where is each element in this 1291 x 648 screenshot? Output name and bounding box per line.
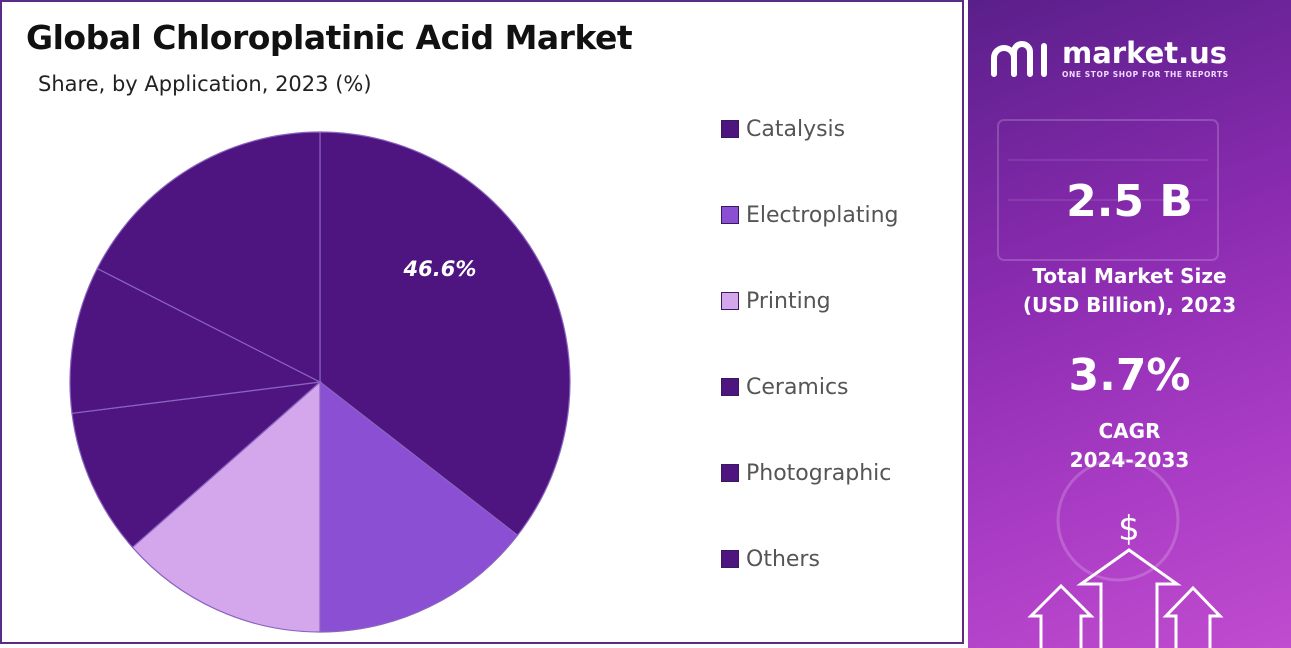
pie-slice-others [96, 131, 321, 383]
legend-swatch [721, 378, 739, 396]
cagr-label: CAGR 2024-2033 [968, 417, 1291, 475]
cagr-label-line1: CAGR [1098, 419, 1161, 443]
pie-slice-electroplating [319, 380, 519, 633]
legend-label: Others [746, 546, 820, 572]
data-label-catalysis: 46.6% [403, 257, 477, 281]
cagr-label-line2: 2024-2033 [1069, 448, 1190, 472]
summary-panel: market.us ONE STOP SHOP FOR THE REPORTS … [968, 0, 1291, 648]
pie-chart: 46.6% [69, 131, 571, 633]
market-size-label-line2: (USD Billion), 2023 [1022, 293, 1237, 317]
growth-arrows-icon: $ [1027, 509, 1224, 648]
market-size-label: Total Market Size (USD Billion), 2023 [968, 262, 1291, 320]
market-size-label-line1: Total Market Size [1032, 264, 1227, 288]
legend-swatch [721, 292, 739, 310]
legend-swatch [721, 464, 739, 482]
chart-title: Global Chloroplatinic Acid Market [26, 18, 633, 57]
legend-item-catalysis: Catalysis [721, 114, 845, 144]
brand-tagline: ONE STOP SHOP FOR THE REPORTS [1062, 70, 1229, 79]
legend-label: Photographic [746, 460, 892, 486]
pie-slice-catalysis [319, 131, 571, 537]
legend-swatch [721, 120, 739, 138]
legend-item-photographic: Photographic [721, 458, 891, 488]
legend-swatch [721, 550, 739, 568]
legend-label: Printing [746, 288, 831, 314]
legend-swatch [721, 206, 739, 224]
background-graphic [997, 119, 1219, 582]
cagr-value: 3.7% [1068, 350, 1191, 401]
legend-item-electroplating: Electroplating [721, 200, 899, 230]
market-size-value: 2.5 B [1066, 176, 1193, 227]
pie-slice-photographic [69, 267, 323, 415]
legend-item-others: Others [721, 544, 820, 574]
market-us-logo-icon [991, 40, 1047, 77]
pie-slice-printing [131, 380, 321, 633]
legend-label: Ceramics [746, 374, 849, 400]
chart-subtitle: Share, by Application, 2023 (%) [38, 72, 372, 96]
chart-panel: Global Chloroplatinic Acid Market Share,… [0, 0, 964, 644]
legend-item-printing: Printing [721, 286, 831, 316]
legend-item-ceramics: Ceramics [721, 372, 849, 402]
legend-label: Electroplating [746, 202, 899, 228]
pie-slice-ceramics [71, 381, 322, 549]
brand-logo: market.us ONE STOP SHOP FOR THE REPORTS [988, 38, 1229, 79]
legend-label: Catalysis [746, 116, 846, 142]
dollar-sign-icon: $ [1118, 509, 1140, 549]
brand-name: market.us [1062, 36, 1228, 70]
